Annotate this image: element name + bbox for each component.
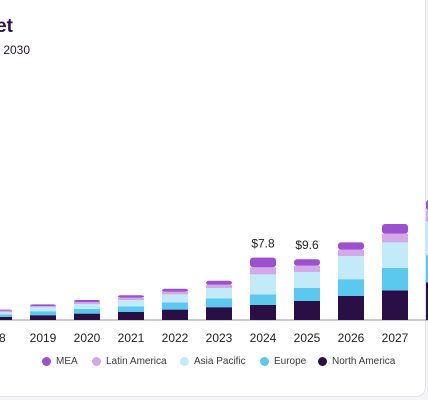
bar-segment[interactable] <box>162 288 188 292</box>
chart-subtitle: - 2030 <box>0 43 31 57</box>
bar-segment[interactable] <box>162 291 188 295</box>
bar-segment[interactable] <box>338 242 364 250</box>
data-label: $7.8 <box>251 237 275 251</box>
x-tick-label: 2023 <box>206 331 233 345</box>
bar-segment[interactable] <box>162 309 188 320</box>
bar-segment[interactable] <box>206 284 232 288</box>
bar-segment[interactable] <box>30 311 56 316</box>
bar-segment[interactable] <box>426 210 428 222</box>
x-tick-label: 18 <box>0 331 6 345</box>
bar-segment[interactable] <box>250 304 276 320</box>
x-tick-label: 2025 <box>294 331 321 345</box>
legend-label: Asia Pacific <box>194 356 246 367</box>
legend-swatch <box>260 357 269 366</box>
chart-legend: MEA Latin America Asia Pacific Europe North … <box>0 356 428 374</box>
bar-segment[interactable] <box>250 294 276 305</box>
bar-segment[interactable] <box>338 279 364 296</box>
legend-item: Europe <box>260 356 306 367</box>
bar-segment[interactable] <box>74 304 100 309</box>
bar-segment[interactable] <box>118 300 144 307</box>
bar-segment[interactable] <box>338 256 364 280</box>
bar-segment[interactable] <box>0 310 12 312</box>
legend-label: North America <box>332 356 396 367</box>
bar-segment[interactable] <box>382 268 408 291</box>
bar-segment[interactable] <box>250 267 276 275</box>
bar-segment[interactable] <box>0 314 12 317</box>
legend-label: MEA <box>56 356 78 367</box>
legend-swatch <box>180 357 189 366</box>
x-tick-label: 2026 <box>338 331 365 345</box>
bar-segment[interactable] <box>206 298 232 308</box>
bar-segment[interactable] <box>118 297 144 300</box>
chart-title: et <box>0 16 13 37</box>
legend-item: Latin America <box>92 356 167 367</box>
legend-label: Latin America <box>106 356 167 367</box>
legend-item: Asia Pacific <box>180 356 246 367</box>
legend-item: North America <box>318 356 395 367</box>
legend-swatch <box>92 357 101 366</box>
bar-segment[interactable] <box>382 290 408 320</box>
x-tick-label: 2024 <box>250 331 277 345</box>
bar-segment[interactable] <box>0 309 12 311</box>
bar-segment[interactable] <box>118 306 144 312</box>
bar-segment[interactable] <box>30 306 56 308</box>
x-tick-label: 2019 <box>30 331 57 345</box>
bar-segment[interactable] <box>162 302 188 310</box>
bar-segment[interactable] <box>30 304 56 306</box>
bar-segment[interactable] <box>382 233 408 243</box>
bar-segment[interactable] <box>162 294 188 303</box>
bar-segment[interactable] <box>250 257 276 268</box>
bar-segment[interactable] <box>74 300 100 302</box>
x-tick-label: 2027 <box>382 331 409 345</box>
bar-segment[interactable] <box>294 300 320 320</box>
bar-segment[interactable] <box>206 280 232 285</box>
legend-item: MEA <box>42 356 78 367</box>
bar-segment[interactable] <box>118 312 144 320</box>
bar-segment[interactable] <box>30 315 56 320</box>
bar-segment[interactable] <box>294 272 320 288</box>
bar-segment[interactable] <box>74 302 100 304</box>
bar-segment[interactable] <box>338 296 364 320</box>
bar-segment[interactable] <box>338 249 364 256</box>
bar-segment[interactable] <box>426 282 428 320</box>
bar-segment[interactable] <box>74 313 100 320</box>
bar-segment[interactable] <box>30 307 56 312</box>
bar-segment[interactable] <box>294 259 320 266</box>
legend-swatch <box>318 357 327 366</box>
bar-segment[interactable] <box>118 295 144 298</box>
bar-segment[interactable] <box>294 288 320 301</box>
data-label: $9.6 <box>295 238 319 252</box>
x-tick-label: 2021 <box>118 331 145 345</box>
bar-segment[interactable] <box>294 265 320 272</box>
legend-label: Europe <box>274 356 307 367</box>
bar-segment[interactable] <box>0 312 12 315</box>
bar-segment[interactable] <box>426 255 428 283</box>
bar-segment[interactable] <box>0 316 12 320</box>
bar-segment[interactable] <box>206 288 232 299</box>
bar-segment[interactable] <box>382 224 408 234</box>
x-tick-label: 2022 <box>162 331 189 345</box>
bar-segment[interactable] <box>250 274 276 295</box>
bar-segment[interactable] <box>382 242 408 268</box>
bar-segment[interactable] <box>74 308 100 314</box>
legend-swatch <box>42 357 51 366</box>
bar-segment[interactable] <box>206 307 232 320</box>
x-tick-label: 2020 <box>74 331 101 345</box>
bar-segment[interactable] <box>426 221 428 256</box>
